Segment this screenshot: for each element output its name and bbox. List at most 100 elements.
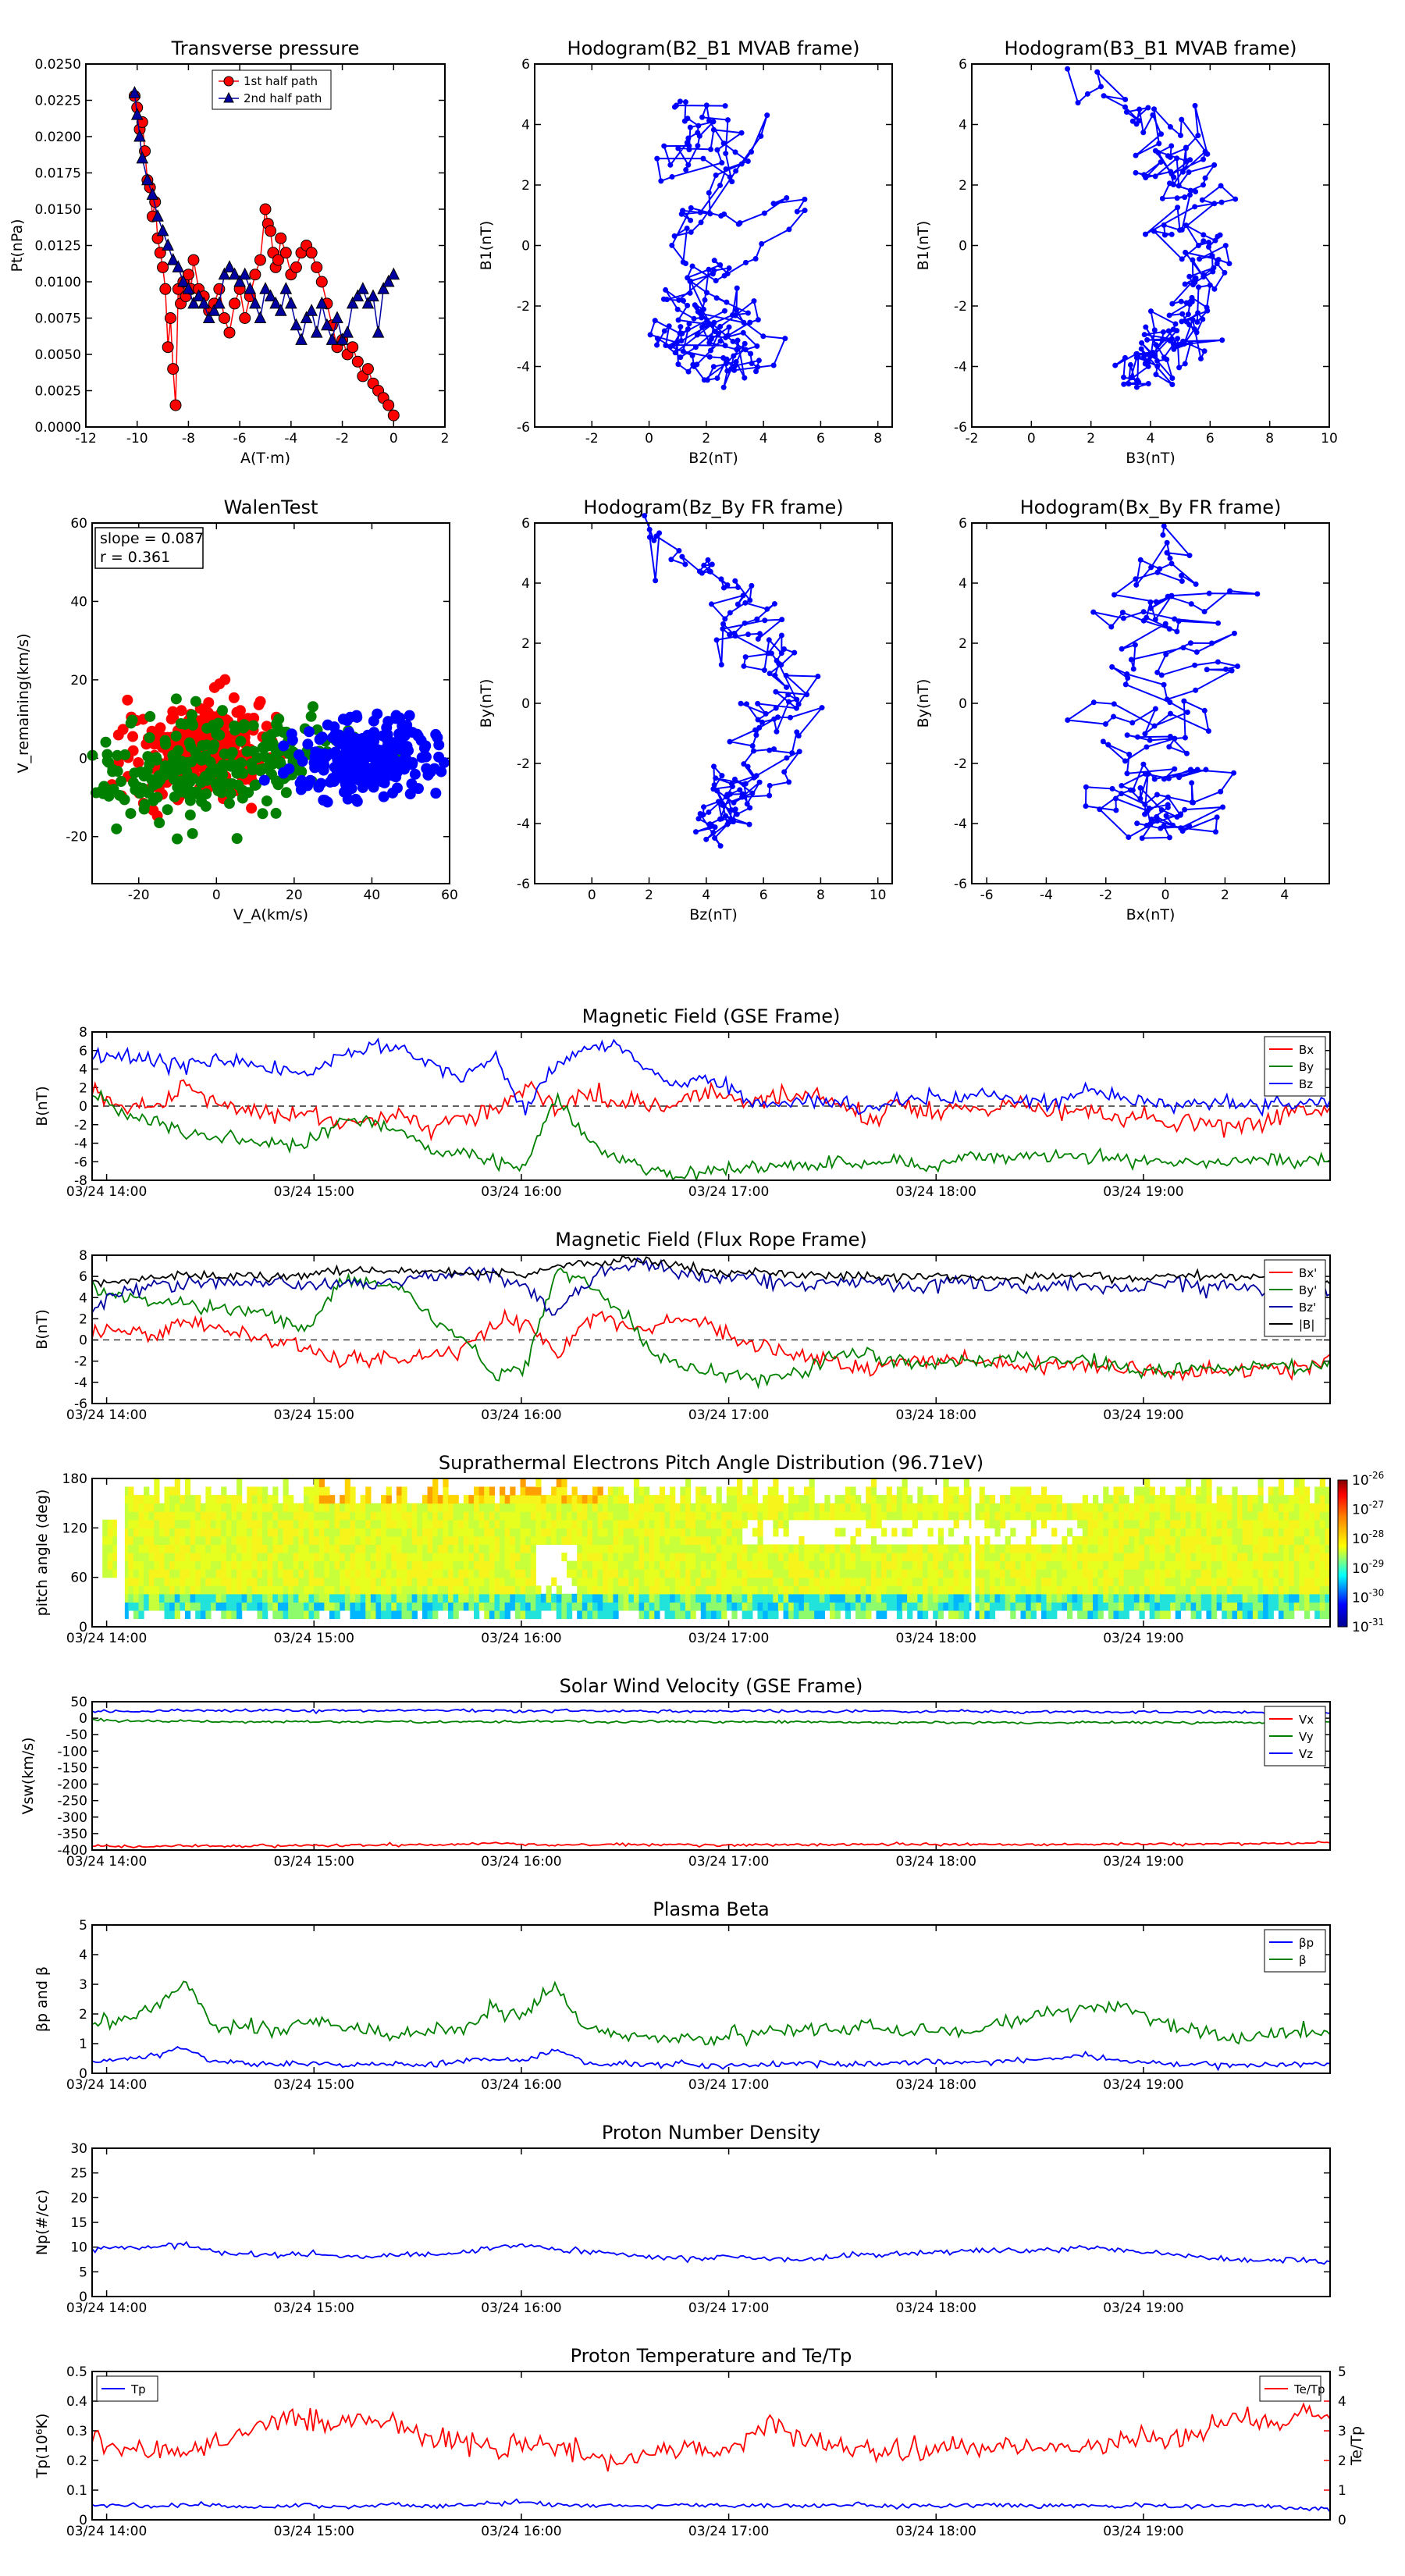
data-point <box>1094 69 1101 75</box>
heatmap-cell <box>726 1569 733 1578</box>
series-line <box>91 1037 1331 1117</box>
heatmap-cell <box>514 1577 521 1586</box>
heatmap-cell <box>644 1585 650 1595</box>
heatmap-cell <box>447 1602 454 1611</box>
heatmap-cell <box>102 1544 108 1553</box>
data-point <box>720 354 727 361</box>
x-tick-label: 03/24 18:00 <box>896 1184 976 1200</box>
heatmap-cell <box>891 1528 898 1537</box>
heatmap-cell <box>803 1602 810 1611</box>
heatmap-cell <box>700 1544 706 1553</box>
heatmap-cell <box>226 1495 233 1504</box>
heatmap-cell <box>226 1585 233 1595</box>
data-point <box>351 289 365 302</box>
y-tick-label: 6 <box>79 1269 87 1285</box>
y-tick-label: 40 <box>70 594 87 610</box>
heatmap-cell <box>922 1577 929 1586</box>
heatmap-cell <box>1030 1560 1037 1570</box>
heatmap-cell <box>721 1528 727 1537</box>
heatmap-cell <box>711 1560 717 1570</box>
heatmap-cell <box>288 1553 294 1562</box>
heatmap-cell <box>1072 1593 1078 1603</box>
heatmap-cell <box>169 1519 176 1528</box>
heatmap-cell <box>272 1511 279 1521</box>
heatmap-cell <box>344 1602 351 1611</box>
heatmap-cell <box>953 1511 959 1521</box>
heatmap-cell <box>443 1585 449 1595</box>
heatmap-cell <box>674 1610 681 1620</box>
heatmap-cell <box>1097 1511 1104 1521</box>
data-point <box>1200 232 1207 238</box>
heatmap-cell <box>654 1528 660 1537</box>
data-point <box>713 775 719 781</box>
heatmap-cell <box>979 1486 985 1496</box>
data-point <box>1133 576 1139 582</box>
data-point <box>1187 187 1193 194</box>
heatmap-cell <box>407 1577 413 1586</box>
data-point <box>795 701 802 707</box>
data-point <box>749 582 755 589</box>
heatmap-cell <box>334 1577 340 1586</box>
heatmap-cell <box>128 1535 134 1546</box>
chart-vsw: Solar Wind Velocity (GSE Frame)03/24 14:… <box>20 1675 1331 1870</box>
heatmap-cell <box>902 1528 908 1537</box>
data-point <box>775 714 781 720</box>
heatmap-cell <box>654 1602 660 1611</box>
heatmap-cell <box>747 1544 753 1553</box>
heatmap-cell <box>391 1569 397 1578</box>
heatmap-cell <box>318 1593 325 1603</box>
heatmap-cell <box>551 1528 557 1537</box>
data-point <box>1127 787 1133 793</box>
heatmap-cell <box>649 1577 655 1586</box>
heatmap-cell <box>896 1577 903 1586</box>
heatmap-cell <box>561 1535 567 1546</box>
heatmap-cell <box>912 1602 918 1611</box>
heatmap-cell <box>308 1486 315 1496</box>
heatmap-cell <box>1046 1495 1052 1504</box>
data-point <box>1154 792 1160 798</box>
data-point <box>661 143 667 149</box>
x-tick-label: 03/24 14:00 <box>66 2300 147 2316</box>
heatmap-cell <box>308 1569 315 1578</box>
heatmap-cell <box>767 1486 774 1496</box>
data-point <box>172 260 185 272</box>
heatmap-cell <box>917 1553 923 1562</box>
heatmap-cell <box>458 1560 464 1570</box>
plot-background <box>535 523 892 884</box>
data-point <box>1192 204 1198 210</box>
data-point <box>686 321 692 327</box>
data-point <box>1172 735 1178 742</box>
heatmap-cell <box>984 1519 991 1528</box>
data-point <box>343 727 355 738</box>
data-point <box>1148 817 1154 823</box>
heatmap-cell <box>561 1519 567 1528</box>
heatmap-cell <box>561 1503 567 1512</box>
legend-label: Bx' <box>1299 1266 1317 1280</box>
heatmap-cell <box>953 1519 959 1528</box>
heatmap-cell <box>401 1486 407 1496</box>
data-point <box>1083 803 1089 809</box>
x-tick-label: 0 <box>212 888 221 903</box>
heatmap-cell <box>1103 1585 1109 1595</box>
y-tick-label: -6 <box>517 420 530 436</box>
heatmap-cell <box>210 1495 217 1504</box>
heatmap-cell <box>375 1577 382 1586</box>
heatmap-cell <box>793 1602 799 1611</box>
heatmap-cell <box>478 1593 485 1603</box>
heatmap-cell <box>556 1602 562 1611</box>
heatmap-cell <box>350 1486 356 1496</box>
heatmap-cell <box>365 1610 372 1620</box>
data-point <box>244 282 257 294</box>
heatmap-cell <box>314 1577 320 1586</box>
legend-label: Bx <box>1299 1043 1314 1057</box>
heatmap-cell <box>251 1503 258 1512</box>
heatmap-cell <box>685 1544 692 1553</box>
data-point <box>1126 834 1132 841</box>
data-point <box>735 601 741 607</box>
heatmap-cell <box>375 1528 382 1537</box>
data-point <box>1154 358 1161 364</box>
data-point <box>729 783 735 789</box>
heatmap-cell <box>994 1553 1001 1562</box>
data-point <box>1154 569 1161 575</box>
heatmap-cell <box>840 1495 846 1504</box>
